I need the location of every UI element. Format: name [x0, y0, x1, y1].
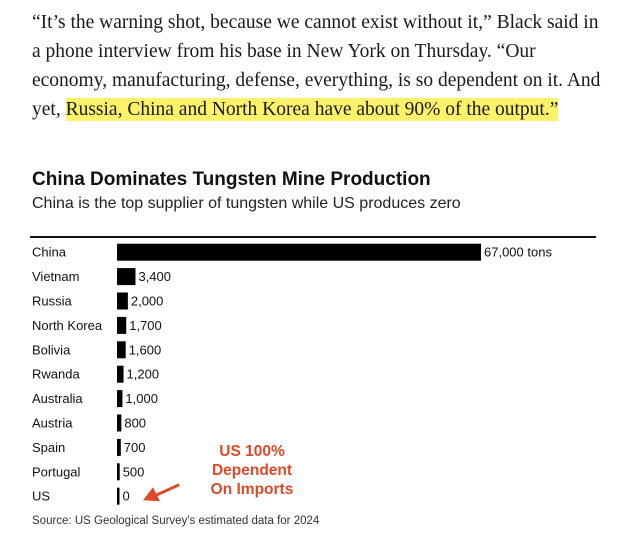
category-label: Rwanda — [32, 367, 80, 382]
chart-title: China Dominates Tungsten Mine Production — [32, 169, 431, 190]
value-label: 3,400 — [138, 269, 171, 284]
category-label: Portugal — [32, 464, 81, 479]
annotation-arrow-head — [143, 487, 160, 502]
bar — [117, 365, 124, 383]
bar — [117, 414, 122, 432]
quote-text: “It’s the warning shot, because we canno… — [32, 12, 601, 120]
value-label: 0 — [123, 489, 130, 504]
bar — [117, 487, 120, 505]
bar — [117, 243, 481, 261]
bar — [117, 316, 127, 334]
us-import-annotation: US 100% Dependent On Imports — [190, 442, 314, 499]
chart-source: Source: US Geological Survey's estimated… — [32, 515, 320, 527]
category-label: North Korea — [32, 318, 103, 333]
bar — [117, 341, 126, 359]
category-label: Australia — [32, 391, 83, 406]
value-label: 1,000 — [125, 391, 158, 406]
value-label: 1,700 — [129, 318, 162, 333]
bar — [117, 268, 136, 286]
category-label: Russia — [32, 294, 73, 309]
quote-highlight: Russia, China and North Korea have about… — [65, 98, 559, 121]
category-label: Vietnam — [32, 269, 79, 284]
value-label: 500 — [123, 464, 145, 479]
bar — [117, 463, 120, 481]
category-label: Spain — [32, 440, 65, 455]
value-label: 800 — [124, 416, 146, 431]
annotation-line-3: On Imports — [210, 481, 294, 498]
value-label: 1,200 — [127, 367, 160, 382]
value-label: 700 — [124, 440, 146, 455]
value-label: 1,600 — [129, 342, 162, 357]
bar — [117, 292, 128, 310]
bar — [117, 390, 123, 408]
chart-subtitle: China is the top supplier of tungsten wh… — [32, 195, 461, 212]
value-label: 67,000 tons — [484, 245, 552, 260]
category-label: China — [32, 245, 67, 260]
bar — [117, 438, 121, 456]
article-quote: “It’s the warning shot, because we canno… — [32, 8, 608, 124]
annotation-arrow-shaft — [154, 483, 180, 497]
category-label: Austria — [32, 416, 73, 431]
category-label: Bolivia — [32, 342, 71, 357]
category-label: US — [32, 489, 50, 504]
annotation-line-1: US 100% — [219, 443, 285, 460]
value-label: 2,000 — [131, 294, 164, 309]
chart-top-rule — [30, 236, 596, 238]
annotation-line-2: Dependent — [211, 462, 293, 479]
